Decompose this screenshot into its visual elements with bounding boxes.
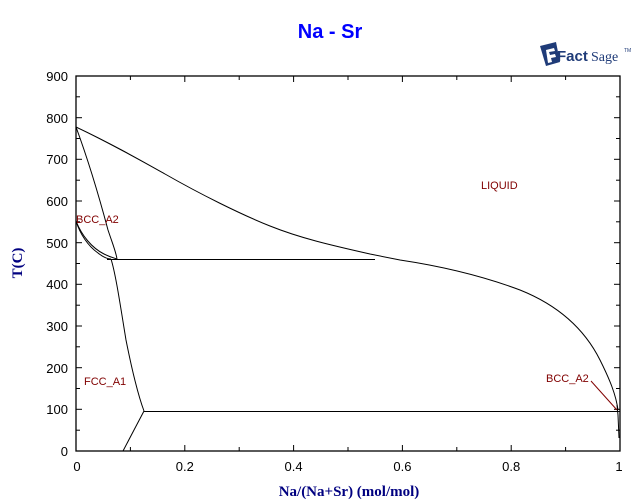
x-tick-label: 0.8 xyxy=(502,459,520,474)
phase-label-bcc-a2-right: BCC_A2 xyxy=(546,373,589,385)
x-tick-label: 0.6 xyxy=(393,459,411,474)
y-tick-label: 700 xyxy=(46,152,68,167)
y-tick-label: 600 xyxy=(46,194,68,209)
na-side-solidus-curve xyxy=(616,404,620,439)
logo-text-main: Fact xyxy=(557,48,588,65)
x-tick-label: 0.2 xyxy=(176,459,194,474)
x-axis-ticks xyxy=(129,76,567,451)
bcc-solidus-curve xyxy=(75,126,118,260)
phase-label-liquid: LIQUID xyxy=(481,180,518,192)
y-axis-ticks xyxy=(76,96,620,452)
y-axis-label: T(C) xyxy=(10,248,26,279)
factsage-logo: Fact Sage TM xyxy=(540,42,631,66)
bcc-fcc-upper-curve xyxy=(75,220,118,260)
logo-trademark: TM xyxy=(624,48,631,54)
y-tick-label: 800 xyxy=(46,111,68,126)
y-tick-label: 500 xyxy=(46,236,68,251)
phase-label-fcc-a1: FCC_A1 xyxy=(84,376,126,388)
y-tick-label: 200 xyxy=(46,361,68,376)
bcc-a2-label-pointer xyxy=(590,380,618,411)
x-tick-label: 0 xyxy=(73,459,80,474)
phase-label-bcc-a2-left: BCC_A2 xyxy=(76,214,119,226)
phase-boundaries xyxy=(75,126,620,452)
y-tick-label: 0 xyxy=(61,444,68,459)
x-tick-labels: 0 0.2 0.4 0.6 0.8 1 xyxy=(73,459,622,474)
plot-frame xyxy=(75,75,621,452)
fcc-lower-solvus-curve xyxy=(122,410,145,452)
fcc-solvus-curve xyxy=(110,258,145,412)
logo-text-suffix: Sage xyxy=(591,50,618,65)
y-tick-labels: 0 100 200 300 400 500 600 700 800 900 xyxy=(46,69,68,459)
bcc-fcc-lower-curve xyxy=(75,220,112,260)
y-tick-label: 900 xyxy=(46,69,68,84)
x-tick-label: 1 xyxy=(615,459,622,474)
y-tick-label: 300 xyxy=(46,319,68,334)
liquidus-curve xyxy=(75,126,619,411)
logo-mark-icon xyxy=(540,42,560,66)
x-tick-label: 0.4 xyxy=(285,459,303,474)
x-axis-label: Na/(Na+Sr) (mol/mol) xyxy=(279,484,420,500)
y-tick-label: 400 xyxy=(46,277,68,292)
chart-title: Na - Sr xyxy=(298,21,363,43)
y-tick-label: 100 xyxy=(46,402,68,417)
